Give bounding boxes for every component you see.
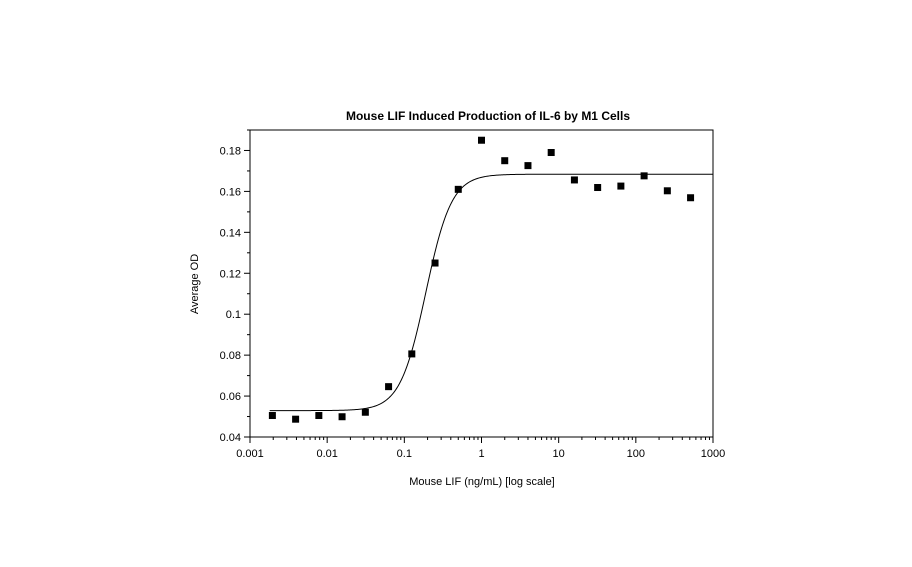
data-point <box>385 383 393 391</box>
data-point <box>501 157 509 165</box>
x-axis-label: Mouse LIF (ng/mL) [log scale] <box>409 476 555 488</box>
x-tick-label: 100 <box>627 448 645 460</box>
data-point <box>687 194 695 202</box>
chart-title: Mouse LIF Induced Production of IL-6 by … <box>346 109 630 123</box>
y-tick-label: 0.08 <box>220 350 241 362</box>
data-point <box>431 259 439 267</box>
data-point <box>408 350 416 358</box>
y-axis: 0.04 0.06 0.08 0.1 0.12 0.14 0.16 0.18 <box>220 129 250 444</box>
data-point <box>547 149 555 157</box>
data-point <box>361 408 369 416</box>
fit-curve-layer <box>269 173 713 412</box>
x-tick-label: 0.01 <box>316 448 337 460</box>
x-tick-label: 10 <box>553 448 565 460</box>
data-point <box>268 412 276 420</box>
y-tick-label: 0.04 <box>220 432 241 444</box>
x-axis: 0.001 0.01 0.1 1 10 100 1000 <box>236 437 725 460</box>
data-point <box>478 136 485 144</box>
data-point <box>315 412 323 420</box>
data-point <box>594 184 602 192</box>
y-tick-label: 0.12 <box>220 268 241 280</box>
y-tick-label: 0.14 <box>220 227 241 239</box>
fit-curve-line <box>269 173 713 412</box>
x-tick-label: 1 <box>478 448 484 460</box>
y-tick-label: 0.06 <box>220 391 241 403</box>
data-point <box>524 162 532 170</box>
y-tick-label: 0.1 <box>226 309 241 321</box>
y-tick-label: 0.18 <box>220 145 241 157</box>
data-point <box>663 187 671 195</box>
data-point <box>640 172 648 180</box>
data-point <box>617 182 625 190</box>
data-point <box>454 185 462 193</box>
y-tick-label: 0.16 <box>220 186 241 198</box>
x-tick-label: 1000 <box>701 448 725 460</box>
x-tick-label: 0.1 <box>397 448 412 460</box>
data-points-layer <box>268 136 695 423</box>
data-point <box>338 413 346 421</box>
data-point <box>292 415 300 423</box>
y-axis-label: Average OD <box>189 254 201 314</box>
data-point <box>570 176 578 184</box>
x-tick-label: 0.001 <box>236 448 264 460</box>
